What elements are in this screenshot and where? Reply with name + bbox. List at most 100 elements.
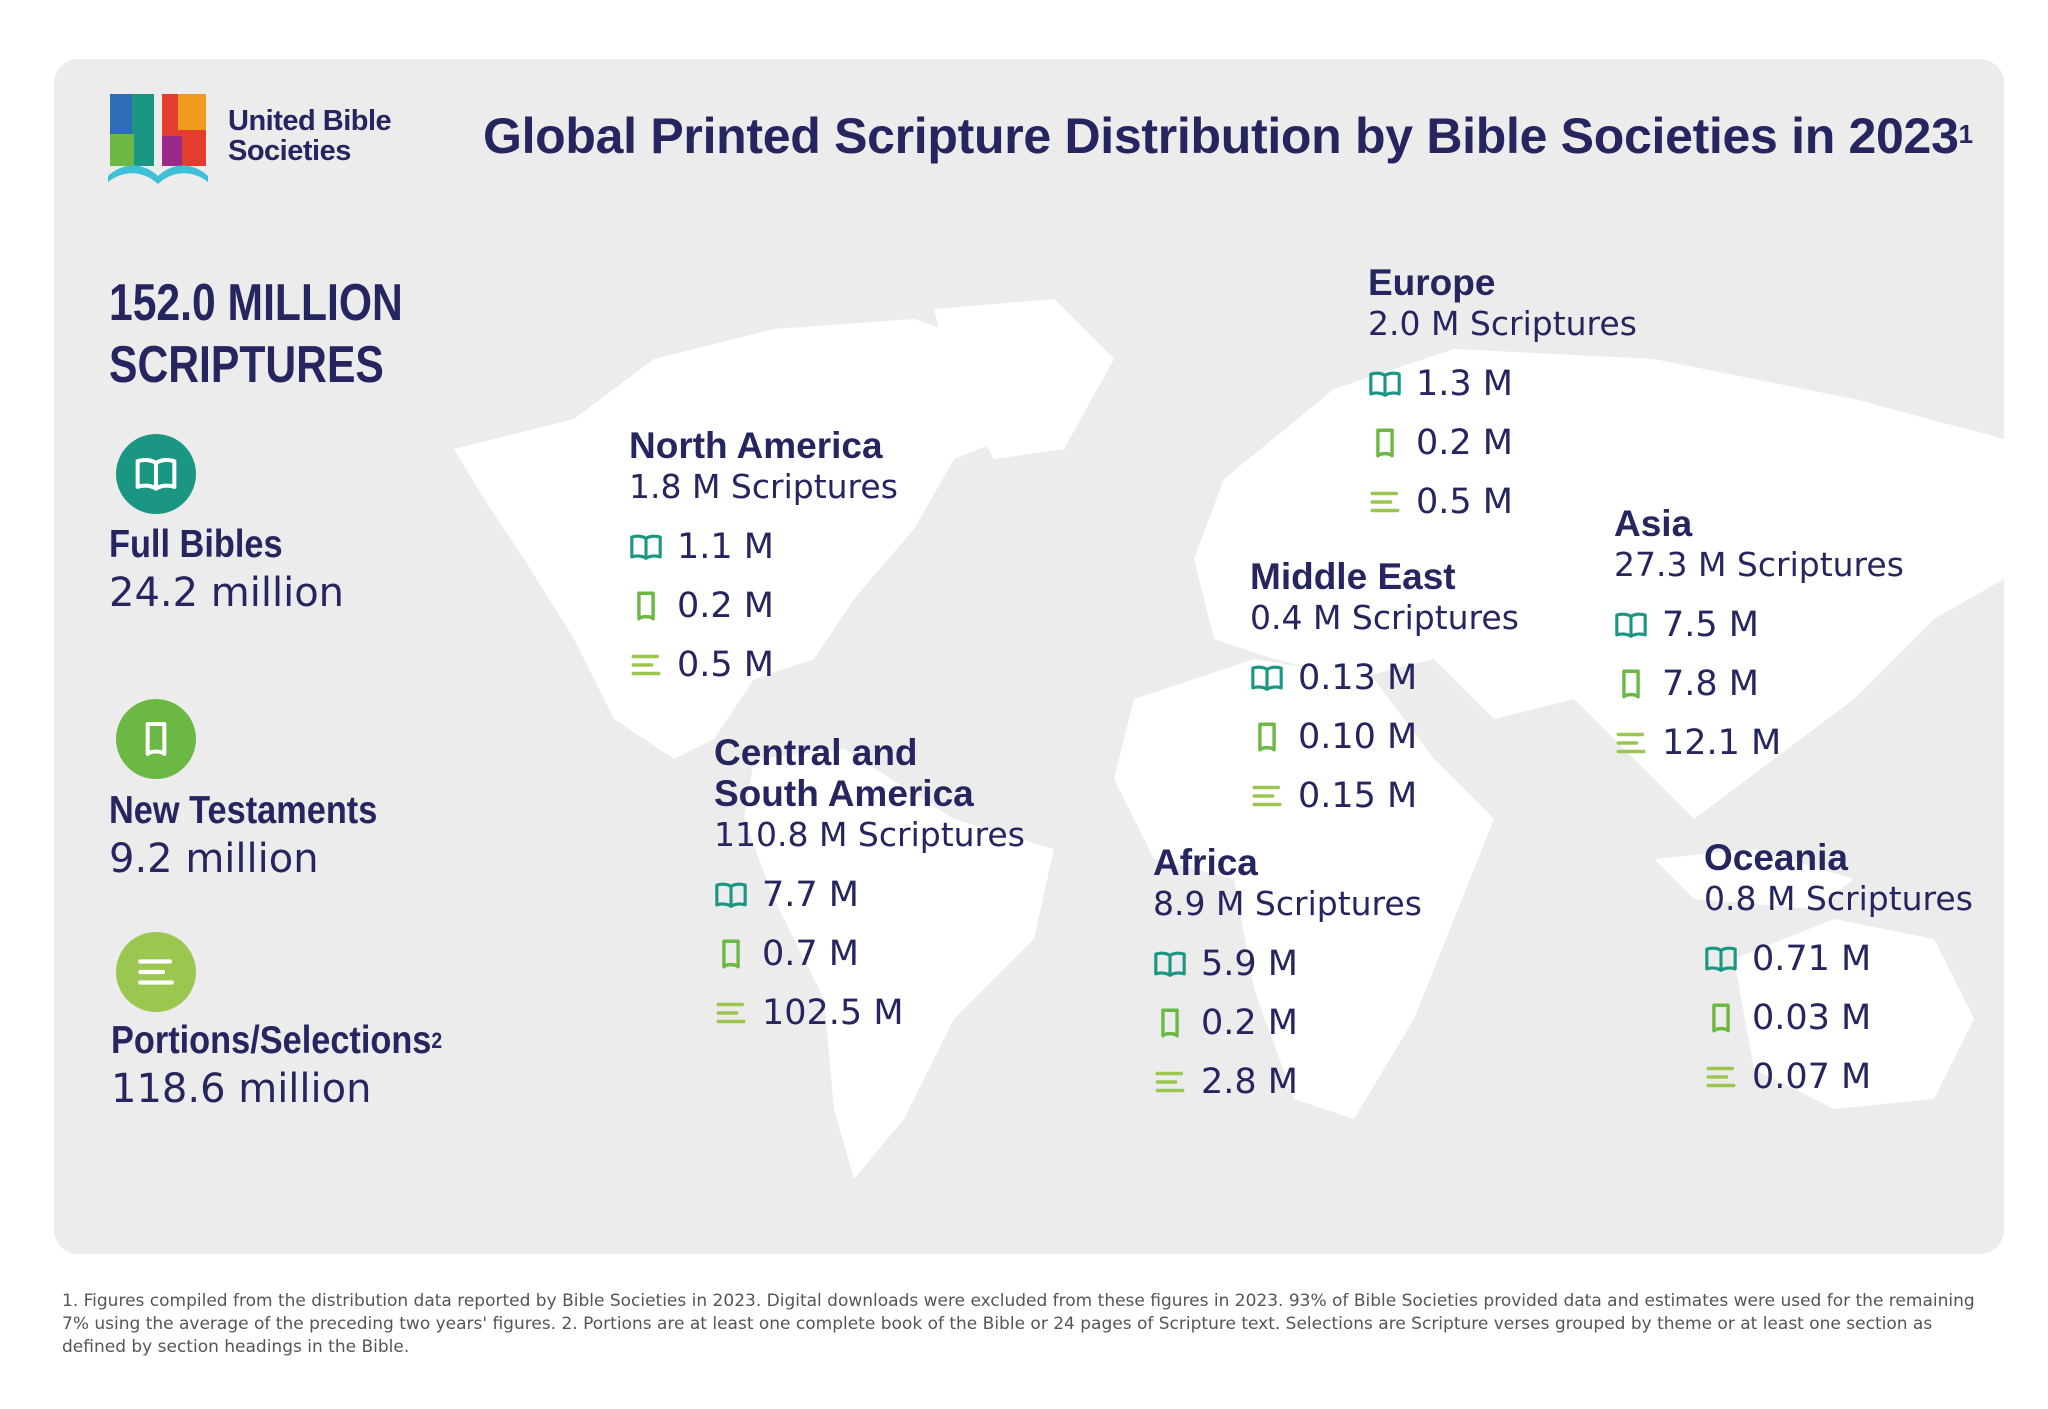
map-indonesia: [1654, 849, 1854, 909]
open-book-icon: [1614, 608, 1648, 642]
value: 7.5 M: [1662, 604, 1759, 645]
region-total: 0.8 M Scriptures: [1704, 879, 1973, 918]
row-new-testaments: 0.2 M: [629, 576, 898, 635]
text-lines-icon: [1250, 779, 1284, 813]
bookmark-book-icon: [1704, 1001, 1738, 1035]
open-book-icon: [1250, 661, 1284, 695]
bookmark-book-icon: [629, 589, 663, 623]
summary-label: Portions/Selections2: [111, 1018, 442, 1064]
region-oceania: Oceania 0.8 M Scriptures 0.71 M 0.03 M 0…: [1704, 837, 1973, 1106]
summary-label: Full Bibles: [109, 523, 283, 566]
map-north-america: [454, 319, 1054, 759]
region-name: Europe: [1368, 262, 1496, 303]
open-book-icon: [1368, 367, 1402, 401]
open-book-icon: [134, 452, 178, 496]
world-map: [454, 299, 2004, 1179]
summary-value: 9.2 million: [109, 836, 319, 882]
text-lines-icon: [1704, 1060, 1738, 1094]
value: 1.3 M: [1416, 363, 1513, 404]
map-europe-asia: [1194, 349, 2004, 819]
logo-line-1: United Bible: [228, 105, 392, 137]
region-total: 27.3 M Scriptures: [1614, 545, 1904, 584]
summary-value: 24.2 million: [109, 570, 345, 616]
value: 0.15 M: [1298, 775, 1418, 816]
row-full-bibles: 0.71 M: [1704, 929, 1973, 988]
bookmark-book-icon: [1614, 667, 1648, 701]
text-lines-icon: [714, 996, 748, 1030]
new-testaments-badge: [116, 699, 196, 779]
bookmark-book-icon: [714, 937, 748, 971]
row-new-testaments: 0.2 M: [1153, 993, 1422, 1052]
footnote-marker: 2: [431, 1028, 443, 1053]
value: 0.2 M: [1201, 1002, 1298, 1043]
region-total: 1.8 M Scriptures: [629, 467, 898, 506]
row-new-testaments: 0.7 M: [714, 924, 1025, 983]
value: 12.1 M: [1662, 722, 1782, 763]
region-central-south-america: Central and South America 110.8 M Script…: [714, 732, 1025, 1042]
value: 0.13 M: [1298, 657, 1418, 698]
infographic-panel: [54, 59, 2004, 1254]
text-lines-icon: [1614, 726, 1648, 760]
title-text: Global Printed Scripture Distribution by…: [483, 108, 1959, 164]
portions-badge: [116, 932, 196, 1012]
row-new-testaments: 0.2 M: [1368, 413, 1637, 472]
text-lines-icon: [629, 648, 663, 682]
region-name: Africa: [1153, 842, 1258, 883]
summary-full-bibles: Full Bibles 24.2 million: [109, 522, 344, 618]
value: 5.9 M: [1201, 943, 1298, 984]
row-portions: 102.5 M: [714, 983, 1025, 1042]
row-portions: 0.5 M: [1368, 472, 1637, 531]
value: 7.8 M: [1662, 663, 1759, 704]
region-name-line-1: Central and: [714, 732, 918, 773]
bookmark-book-icon: [1250, 720, 1284, 754]
value: 0.2 M: [1416, 422, 1513, 463]
value: 0.10 M: [1298, 716, 1418, 757]
map-australia: [1734, 919, 1974, 1109]
row-portions: 12.1 M: [1614, 713, 1904, 772]
bookmark-book-icon: [1153, 1006, 1187, 1040]
value: 102.5 M: [762, 992, 904, 1033]
row-portions: 0.15 M: [1250, 766, 1519, 825]
total-line-1: 152.0 MILLION: [109, 274, 403, 332]
row-portions: 2.8 M: [1153, 1052, 1422, 1111]
region-africa: Africa 8.9 M Scriptures 5.9 M 0.2 M 2.8 …: [1153, 842, 1422, 1111]
summary-new-testaments: New Testaments 9.2 million: [109, 788, 414, 884]
value: 1.1 M: [677, 526, 774, 567]
total-scriptures: 152.0 MILLION SCRIPTURES: [109, 272, 403, 396]
open-book-icon: [714, 878, 748, 912]
region-total: 8.9 M Scriptures: [1153, 884, 1422, 923]
value: 7.7 M: [762, 874, 859, 915]
map-greenland: [934, 299, 1114, 459]
value: 0.5 M: [677, 644, 774, 685]
region-name: Middle East: [1250, 556, 1456, 597]
title-footnote-marker: 1: [1958, 119, 1973, 149]
bookmark-book-icon: [136, 719, 176, 759]
row-full-bibles: 7.5 M: [1614, 595, 1904, 654]
region-name-line-2: South America: [714, 773, 974, 814]
footnotes: 1. Figures compiled from the distributio…: [62, 1291, 1975, 1357]
value: 0.71 M: [1752, 938, 1872, 979]
row-full-bibles: 0.13 M: [1250, 648, 1519, 707]
summary-value: 118.6 million: [111, 1066, 372, 1112]
map-south-america: [744, 749, 1054, 1179]
row-full-bibles: 5.9 M: [1153, 934, 1422, 993]
page-title: Global Printed Scripture Distribution by…: [483, 106, 1973, 166]
open-book-icon: [1704, 942, 1738, 976]
region-name: North America: [629, 425, 883, 466]
row-portions: 0.5 M: [629, 635, 898, 694]
text-lines-icon: [1153, 1065, 1187, 1099]
total-line-2: SCRIPTURES: [109, 336, 384, 394]
row-full-bibles: 7.7 M: [714, 865, 1025, 924]
summary-label-text: Portions/Selections: [111, 1019, 432, 1062]
bookmark-book-icon: [1368, 426, 1402, 460]
text-lines-icon: [1368, 485, 1402, 519]
region-total: 110.8 M Scriptures: [714, 815, 1025, 854]
region-europe: Europe 2.0 M Scriptures 1.3 M 0.2 M 0.5 …: [1368, 262, 1637, 531]
summary-label: New Testaments: [109, 789, 378, 832]
region-middle-east: Middle East 0.4 M Scriptures 0.13 M 0.10…: [1250, 556, 1519, 825]
row-full-bibles: 1.3 M: [1368, 354, 1637, 413]
value: 2.8 M: [1201, 1061, 1298, 1102]
logo-text: United Bible Societies: [228, 105, 392, 166]
value: 0.7 M: [762, 933, 859, 974]
summary-portions: Portions/Selections2 118.6 million: [111, 1018, 487, 1114]
